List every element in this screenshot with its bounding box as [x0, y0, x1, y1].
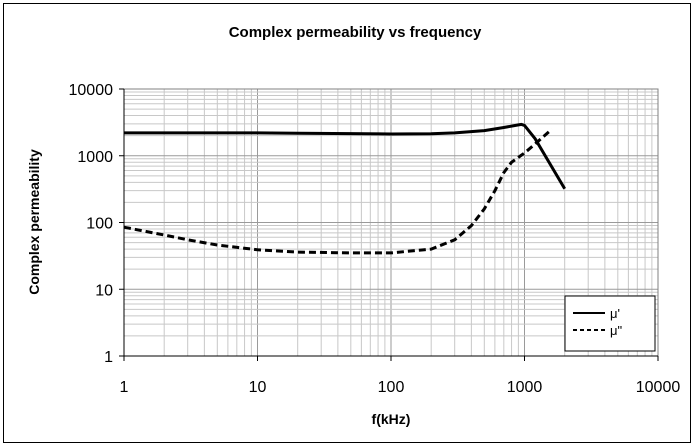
chart-title: Complex permeability vs frequency [229, 24, 482, 41]
legend-label-mu-double-prime: μ" [610, 323, 622, 338]
x-tick-label: 10 [249, 379, 267, 396]
x-tick-label: 10000 [636, 379, 681, 396]
tick-layer: 1 10 100 1000 10000 1 10 100 1000 10000 [69, 82, 681, 396]
y-tick-label: 1000 [77, 149, 113, 166]
y-tick-label: 100 [86, 216, 113, 233]
series-layer [123, 122, 566, 255]
series-line-mu-double-prime [123, 128, 553, 255]
legend: μ' μ" [564, 295, 656, 352]
y-axis-title: Complex permeability [26, 149, 42, 295]
x-axis-title: f(kHz) [372, 411, 411, 427]
legend-label-mu-prime: μ' [610, 306, 620, 321]
series-line-mu-prime [124, 122, 566, 190]
y-tick-label: 10000 [69, 82, 114, 99]
y-tick-label: 1 [104, 349, 113, 366]
x-tick-label: 1 [120, 379, 129, 396]
legend-box [564, 295, 656, 352]
x-tick-label: 100 [378, 379, 405, 396]
x-tick-label: 1000 [507, 379, 543, 396]
y-tick-label: 10 [95, 282, 113, 299]
